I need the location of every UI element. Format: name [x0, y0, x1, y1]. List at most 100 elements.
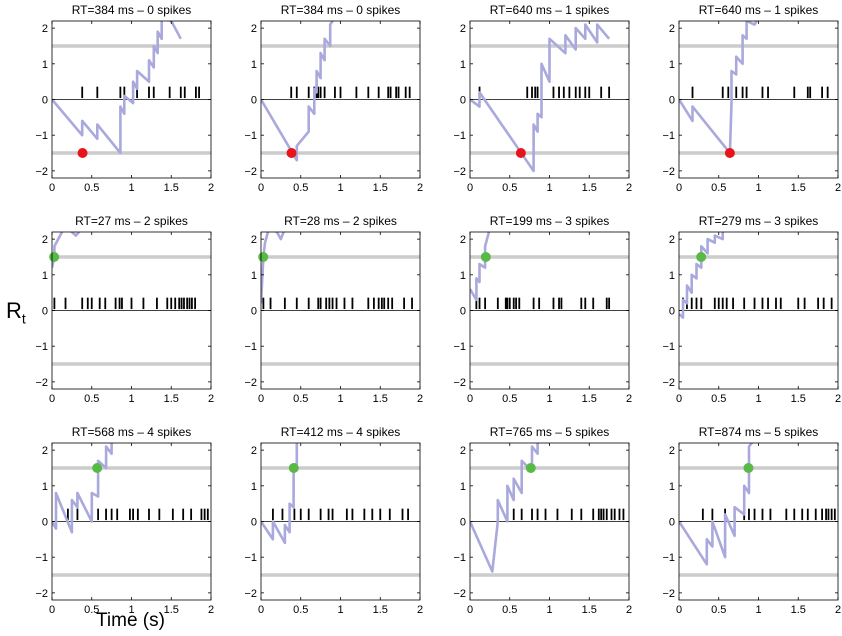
y-tick-label: −1 — [662, 341, 675, 353]
x-tick-label: 1 — [755, 182, 761, 194]
y-tick-label: 1 — [42, 481, 48, 493]
y-tick-label: −2 — [453, 166, 466, 178]
x-tick-label: 1.5 — [791, 604, 806, 616]
x-tick-label: 0 — [49, 393, 55, 405]
y-tick-label: −1 — [244, 552, 257, 564]
subplot-9: RT=568 ms – 4 spikes 0 0.5 1 1.5 2 −2 −1 0 1 2 — [35, 425, 214, 616]
subplot-12: RT=874 ms – 5 spikes 0 0.5 1 1.5 2 −2 −1 0 1 2 — [662, 425, 841, 616]
x-tick-label: 1 — [337, 182, 343, 194]
subplot-5: RT=27 ms – 2 spikes 0 0.5 1 1.5 2 −2 −1 0 1 2 — [35, 214, 214, 405]
upper-bound-marker — [258, 251, 269, 262]
y-tick-label: −2 — [35, 166, 48, 178]
x-tick-label: 1.5 — [373, 604, 388, 616]
plot-area — [52, 443, 211, 577]
trajectory-line — [679, 21, 758, 155]
x-tick-label: 0 — [676, 604, 682, 616]
y-tick-label: 1 — [251, 481, 257, 493]
y-tick-label: 2 — [460, 234, 466, 246]
x-tick-label: 0.5 — [711, 604, 726, 616]
x-tick-label: 0 — [676, 393, 682, 405]
subplot-title: RT=199 ms – 3 spikes — [490, 214, 610, 228]
x-tick-label: 2 — [208, 604, 214, 616]
y-tick-label: −1 — [35, 341, 48, 353]
y-tick-label: −2 — [35, 588, 48, 600]
y-tick-label: 0 — [42, 95, 48, 107]
subplot-title: RT=27 ms – 2 spikes — [75, 214, 188, 228]
upper-bound-marker — [696, 251, 707, 262]
y-tick-label: 0 — [669, 517, 675, 529]
x-tick-label: 0.5 — [502, 604, 517, 616]
subplot-6: RT=28 ms – 2 spikes 0 0.5 1 1.5 2 −2 −1 0 1 2 — [244, 214, 423, 405]
y-tick-label: 2 — [42, 23, 48, 35]
trajectory-line — [52, 21, 182, 155]
plot-area — [470, 232, 629, 366]
y-tick-label: −2 — [453, 377, 466, 389]
trajectory-line — [52, 232, 81, 268]
y-tick-label: 1 — [251, 270, 257, 282]
y-tick-label: 1 — [669, 270, 675, 282]
x-tick-label: 2 — [626, 393, 632, 405]
plot-area — [261, 443, 420, 577]
plot-area — [679, 21, 838, 155]
plot-area — [679, 443, 838, 577]
subplot-2: RT=384 ms – 0 spikes 0 0.5 1 1.5 2 −2 −1 0 1 2 — [244, 3, 423, 194]
x-tick-label: 0 — [258, 393, 264, 405]
x-tick-label: 2 — [208, 182, 214, 194]
x-tick-label: 2 — [835, 182, 841, 194]
x-tick-label: 2 — [626, 604, 632, 616]
trajectory-line — [52, 443, 113, 534]
y-tick-label: 1 — [669, 59, 675, 71]
subplot-title: RT=28 ms – 2 spikes — [284, 214, 397, 228]
y-tick-label: 1 — [251, 59, 257, 71]
y-tick-label: 1 — [42, 59, 48, 71]
x-tick-label: 2 — [417, 604, 423, 616]
x-tick-label: 0.5 — [84, 604, 99, 616]
y-tick-label: 2 — [251, 445, 257, 457]
plot-area — [52, 21, 211, 155]
trajectory-line — [470, 23, 611, 173]
subplot-title: RT=568 ms – 4 spikes — [72, 425, 192, 439]
y-tick-label: −1 — [453, 130, 466, 142]
subplot-title: RT=412 ms – 4 spikes — [281, 425, 401, 439]
x-tick-label: 2 — [626, 182, 632, 194]
subplot-title: RT=765 ms – 5 spikes — [490, 425, 610, 439]
x-tick-label: 1.5 — [164, 604, 179, 616]
y-tick-label: 1 — [460, 481, 466, 493]
subplot-title: RT=640 ms – 1 spikes — [699, 3, 819, 17]
plot-area — [470, 23, 629, 173]
y-tick-label: 0 — [460, 306, 466, 318]
x-tick-label: 0.5 — [711, 182, 726, 194]
y-tick-label: 1 — [42, 270, 48, 282]
x-tick-label: 0 — [258, 182, 264, 194]
x-tick-label: 2 — [417, 393, 423, 405]
x-tick-label: 2 — [208, 393, 214, 405]
x-tick-label: 1.5 — [164, 393, 179, 405]
x-tick-label: 1 — [755, 604, 761, 616]
x-tick-label: 1 — [546, 604, 552, 616]
x-tick-label: 1 — [128, 604, 134, 616]
x-tick-label: 1 — [337, 393, 343, 405]
y-tick-label: −2 — [453, 588, 466, 600]
y-tick-label: 0 — [251, 306, 257, 318]
y-tick-label: 0 — [251, 517, 257, 529]
y-tick-label: −2 — [244, 588, 257, 600]
x-tick-label: 0.5 — [84, 182, 99, 194]
plot-area — [261, 232, 420, 366]
x-tick-label: 0.5 — [502, 182, 517, 194]
x-tick-label: 1.5 — [373, 393, 388, 405]
upper-bound-marker — [525, 462, 536, 473]
upper-bound-marker — [49, 251, 60, 262]
trajectory-line — [261, 232, 285, 304]
trajectory-line — [679, 232, 725, 319]
subplot-1: RT=384 ms – 0 spikes 0 0.5 1 1.5 2 −2 −1 0 1 2 — [35, 3, 214, 194]
subplot-title: RT=640 ms – 1 spikes — [490, 3, 610, 17]
y-tick-label: 2 — [251, 234, 257, 246]
x-tick-label: 1 — [128, 393, 134, 405]
x-tick-label: 1 — [546, 393, 552, 405]
y-tick-label: 2 — [669, 23, 675, 35]
x-tick-label: 1.5 — [791, 182, 806, 194]
x-tick-label: 0 — [49, 182, 55, 194]
x-tick-label: 0.5 — [84, 393, 99, 405]
x-tick-label: 0 — [258, 604, 264, 616]
y-tick-label: −2 — [662, 166, 675, 178]
